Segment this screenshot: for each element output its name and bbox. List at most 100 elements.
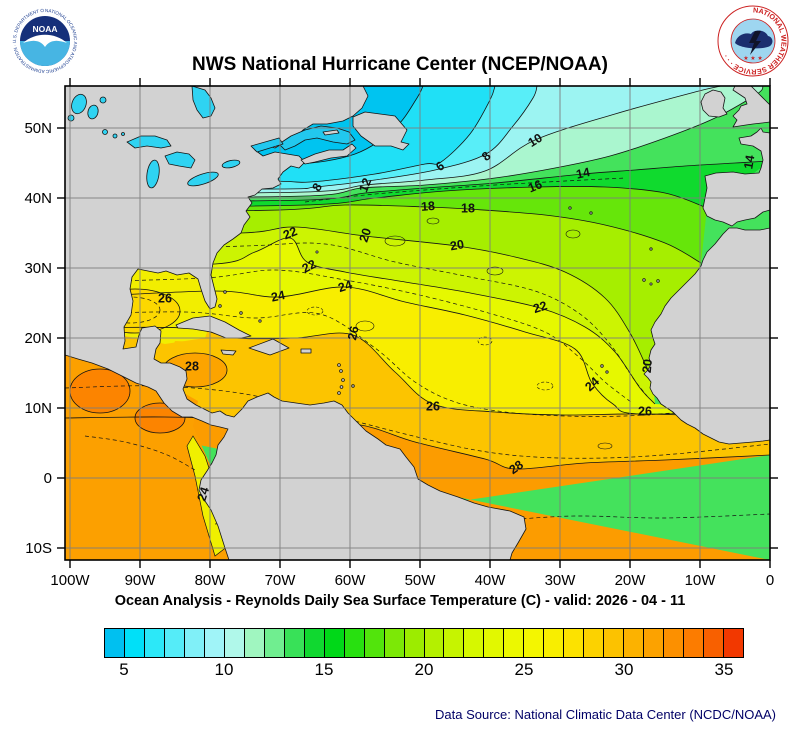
contour-label-10: 10 — [526, 131, 545, 150]
contour-label-28: 28 — [507, 458, 526, 477]
page-title: NWS National Hurricane Center (NCEP/NOAA… — [192, 54, 608, 75]
colorbar-segment — [404, 629, 425, 657]
lake-ontario — [221, 159, 241, 169]
colorbar-segment — [244, 629, 265, 657]
x-tick-label: 70W — [265, 572, 297, 589]
x-tick-label: 50W — [405, 572, 437, 589]
noaa-logo: NATIONAL OCEANIC AND ATMOSPHERIC ADMINIS… — [10, 6, 80, 76]
y-tick-label: 20N — [24, 330, 52, 347]
contour-label-18: 18 — [421, 199, 436, 214]
latlon-grid — [65, 86, 770, 560]
y-tick-label: 10N — [24, 400, 52, 417]
y-tick-label: 30N — [24, 260, 52, 277]
data-source-note: Data Source: National Climatic Data Cent… — [435, 707, 776, 722]
colorbar-segment — [384, 629, 405, 657]
colorbar-segment — [504, 629, 525, 657]
lesser-antilles — [337, 363, 355, 395]
nova-scotia — [300, 143, 357, 165]
colorbar-gradient — [104, 628, 744, 658]
contour-label-20: 20 — [640, 358, 655, 373]
africa — [643, 227, 770, 445]
contour-label-26: 26 — [638, 404, 652, 418]
y-tick-label: 40N — [24, 190, 52, 207]
x-tick-label: 90W — [125, 572, 157, 589]
x-tick-label: 100W — [50, 572, 90, 589]
colorbar-segment — [524, 629, 545, 657]
james-bay — [191, 86, 216, 119]
north-and-south-america — [65, 86, 527, 560]
colorbar-segment — [164, 629, 185, 657]
contour-label-26: 26 — [158, 291, 172, 305]
contour-label-26: 26 — [345, 325, 362, 342]
ireland — [700, 89, 728, 118]
colorbar-segment — [124, 629, 145, 657]
nws-logo: NATIONAL WEATHER SERVICE · · · ★ ★ ★ — [717, 5, 789, 77]
contour-label-28: 28 — [185, 359, 199, 373]
y-tick-label: 0 — [44, 470, 52, 487]
lake-winnipeg — [71, 93, 87, 115]
x-tick-label: 10W — [685, 572, 717, 589]
contour-label-22: 22 — [281, 224, 299, 242]
colorbar-tick-20: 20 — [414, 660, 434, 679]
colorbar-segment — [644, 629, 665, 657]
nws-stars: ★ ★ ★ — [743, 55, 762, 62]
contour-label-18: 18 — [461, 201, 475, 215]
colorbar-segment — [105, 629, 125, 657]
contour-label-14: 14 — [575, 165, 592, 182]
bahamas — [218, 290, 262, 323]
cuba — [175, 315, 252, 339]
axis-labels: 100W 90W 80W 70W 60W 50W 40W 30W 20W 10W 0 50N 40N 30… — [24, 120, 774, 589]
newfoundland — [352, 111, 410, 151]
colorbar-segment — [564, 629, 585, 657]
contour-label-20: 20 — [357, 226, 375, 244]
colorbar-segment — [424, 629, 445, 657]
noaa-gull-icon — [23, 34, 67, 47]
contour-label-22: 22 — [531, 299, 549, 317]
contour-label-16: 16 — [526, 177, 544, 195]
colorbar-segment — [304, 629, 325, 657]
azores — [568, 206, 593, 215]
colorbar-tick-15: 15 — [314, 660, 334, 679]
lake-huron — [164, 151, 196, 169]
colorbar-segment — [464, 629, 485, 657]
cape-verde — [600, 364, 609, 374]
colorbar-segment — [204, 629, 225, 657]
madeira — [649, 247, 653, 251]
contour-label-24: 24 — [336, 278, 354, 296]
map-frame — [64, 85, 771, 561]
map-caption: Ocean Analysis - Reynolds Daily Sea Surf… — [114, 593, 686, 609]
noaa-disc-lower — [20, 41, 70, 66]
contour-label-26: 26 — [426, 399, 440, 413]
contour-label-22: 22 — [300, 257, 319, 276]
x-tick-label: 20W — [615, 572, 647, 589]
anticosti-island — [322, 129, 340, 136]
nws-outer-ring — [717, 5, 789, 77]
colorbar-tick-30: 30 — [614, 660, 634, 679]
x-tick-label: 0 — [766, 572, 774, 589]
x-tick-label: 40W — [475, 572, 507, 589]
colorbar-segment — [604, 629, 625, 657]
colorbar-segment — [624, 629, 645, 657]
colorbar-segment — [664, 629, 685, 657]
lake-erie — [187, 171, 219, 187]
solid-contour-lines — [65, 86, 770, 470]
landmasses — [65, 86, 770, 560]
colorbar-segment — [484, 629, 505, 657]
lake-superior — [126, 135, 172, 149]
jamaica — [220, 349, 237, 356]
axis-ticks — [57, 78, 778, 568]
bermuda — [315, 250, 319, 254]
lake-michigan — [146, 159, 160, 189]
colorbar-tick-35: 35 — [714, 660, 734, 679]
colorbar-tick-10: 10 — [214, 660, 234, 679]
x-tick-label: 30W — [545, 572, 577, 589]
nws-lightning-icon — [749, 31, 761, 55]
contour-label-20: 20 — [449, 237, 465, 253]
great-britain — [732, 86, 770, 128]
colorbar-segment — [224, 629, 245, 657]
colorbar-tick-5: 5 — [119, 660, 129, 679]
contour-label-12: 12 — [356, 176, 374, 194]
y-tick-label: 10S — [25, 540, 52, 557]
